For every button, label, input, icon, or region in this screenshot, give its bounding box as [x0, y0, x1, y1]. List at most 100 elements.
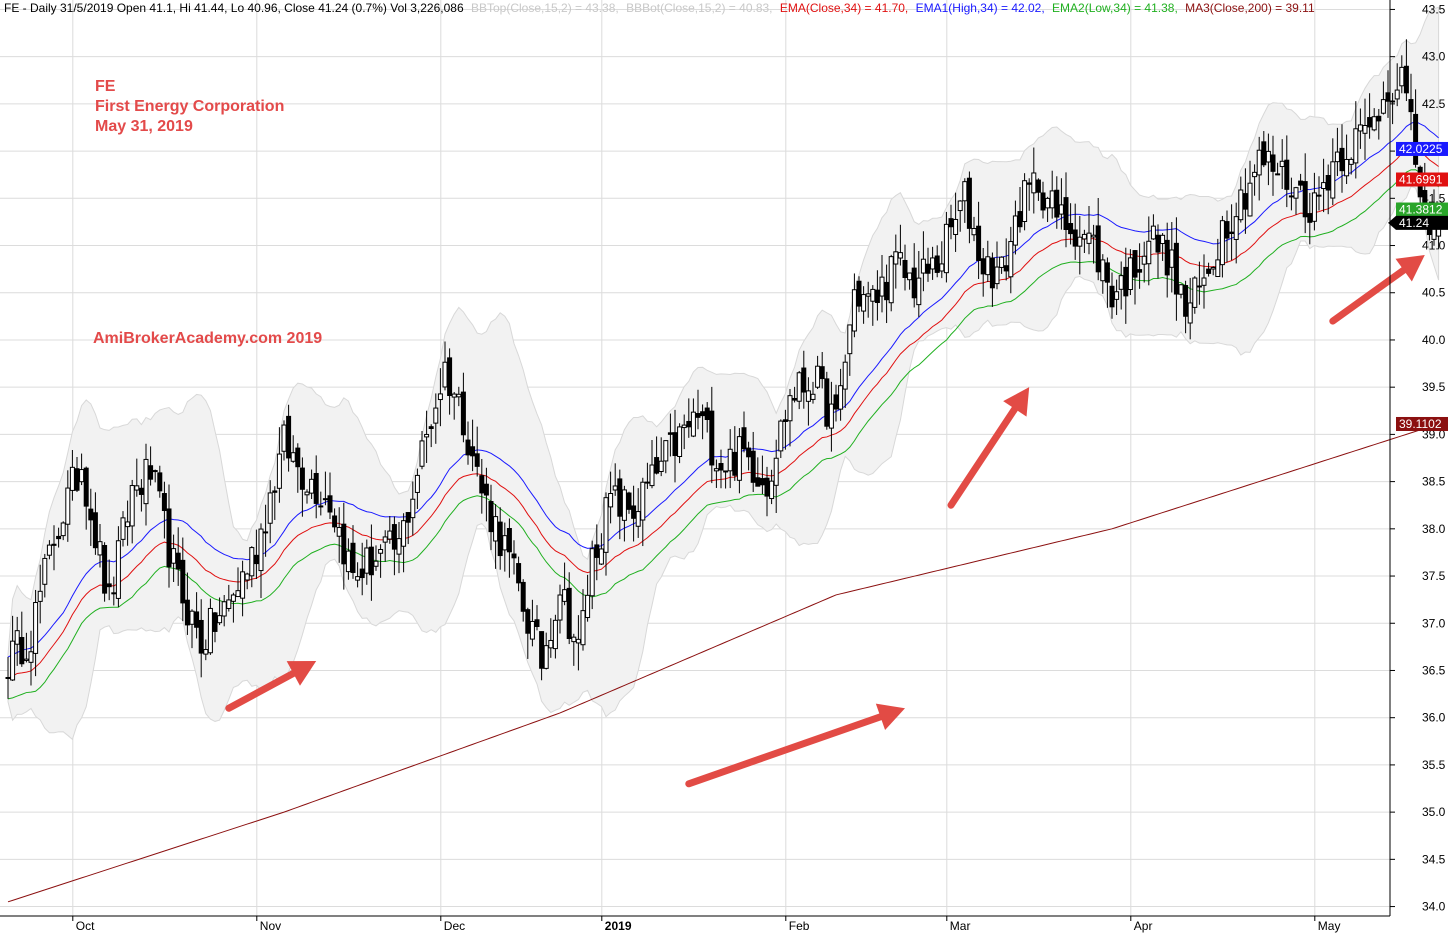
- candle-body: [1348, 158, 1354, 165]
- candle-body: [240, 571, 246, 599]
- candle-body: [580, 610, 586, 646]
- candle-body: [327, 495, 333, 513]
- candle-body: [1413, 113, 1419, 165]
- candle-body: [948, 218, 954, 228]
- candle-body: [1187, 302, 1193, 324]
- y-tick-label: 37.0: [1422, 616, 1446, 630]
- candle-body: [1192, 277, 1198, 308]
- candle-body: [1178, 284, 1184, 295]
- candle-body: [51, 543, 57, 546]
- candle-body: [759, 478, 765, 486]
- candle-body: [502, 535, 508, 551]
- candle-body: [83, 467, 89, 507]
- candle-body: [713, 468, 719, 472]
- candle-body: [842, 361, 848, 390]
- arrow-shaft: [225, 669, 297, 712]
- candle-body: [1316, 194, 1322, 197]
- candle-body: [1045, 197, 1051, 209]
- candle-body: [180, 559, 186, 604]
- candle-body: [479, 475, 485, 494]
- candle-body: [46, 544, 52, 556]
- y-tick-label: 36.0: [1422, 711, 1446, 725]
- arrow-head: [1395, 254, 1425, 282]
- candle-body: [999, 256, 1005, 268]
- candle-body: [589, 548, 595, 597]
- candle-body: [1169, 249, 1175, 268]
- candle-body: [1252, 171, 1258, 178]
- candle-body: [10, 640, 16, 681]
- candle-body: [920, 258, 926, 274]
- candle-body: [1233, 216, 1239, 240]
- header-ticker: FE - Daily 31/5/2019 Open 41.1, Hi 41.44…: [4, 1, 464, 15]
- candle-body: [1114, 291, 1120, 300]
- ma200-line: [7, 423, 1439, 903]
- candle-body: [686, 420, 692, 428]
- candle-body: [1095, 225, 1101, 273]
- candle-body: [888, 256, 894, 304]
- candle-body: [134, 485, 140, 491]
- candle-body: [447, 357, 453, 397]
- candle-body: [1302, 181, 1308, 218]
- candle-body: [221, 601, 227, 617]
- candle-body: [1160, 234, 1166, 245]
- candle-body: [474, 453, 480, 467]
- candle-body: [1026, 182, 1032, 185]
- candle-body: [1270, 154, 1276, 172]
- candle-body: [1321, 182, 1327, 190]
- candle-body: [1077, 236, 1083, 247]
- y-tick-label: 41.0: [1422, 239, 1446, 253]
- candle-body: [1132, 250, 1138, 278]
- candle-body: [1334, 151, 1340, 163]
- y-tick-label: 40.5: [1422, 286, 1446, 300]
- candle-body: [138, 487, 144, 495]
- candle-body: [962, 181, 968, 202]
- candle-body: [654, 457, 660, 474]
- candle-body: [810, 393, 816, 400]
- ema-high-line: [7, 120, 1439, 658]
- candle-body: [1183, 285, 1189, 317]
- candle-body: [1385, 92, 1391, 102]
- candle-body: [557, 594, 563, 621]
- x-tick-label: Apr: [1134, 919, 1153, 933]
- candle-body: [778, 420, 784, 452]
- candle-body: [1247, 182, 1253, 217]
- price-tag: [1396, 416, 1448, 431]
- candle-body: [194, 611, 200, 628]
- candle-body: [115, 540, 121, 599]
- candle-body: [424, 433, 430, 438]
- candle-body: [1298, 180, 1304, 186]
- candle-body: [5, 677, 11, 680]
- candle-body: [718, 463, 724, 471]
- ema-low-line: [7, 169, 1439, 700]
- x-axis: Oct Nov Dec 2019 Feb Mar Apr May: [72, 916, 1340, 933]
- candle-body: [1003, 265, 1009, 272]
- y-tick-label: 37.5: [1422, 569, 1446, 583]
- price-tag-label: 39.1102: [1399, 417, 1442, 431]
- candle-body: [1339, 147, 1345, 172]
- candle-body: [203, 649, 209, 655]
- candle-body: [626, 492, 632, 510]
- candle-body: [442, 361, 448, 388]
- candle-body: [60, 522, 66, 537]
- candle-body: [1035, 179, 1041, 193]
- candle-body: [1104, 262, 1110, 283]
- candle-body: [1242, 193, 1248, 210]
- candle-body: [460, 391, 466, 436]
- x-tick-label: 2019: [605, 919, 632, 933]
- candle-body: [258, 528, 264, 572]
- candle-body: [1058, 204, 1064, 215]
- x-tick-label: Oct: [76, 919, 95, 933]
- candle-body: [838, 385, 844, 410]
- candle-body: [1017, 211, 1023, 228]
- candle-body: [516, 563, 522, 584]
- candle-body: [828, 403, 834, 429]
- candle-body: [253, 554, 259, 565]
- candle-body: [621, 489, 627, 521]
- candle-body: [244, 573, 250, 581]
- candle-body: [1275, 173, 1281, 176]
- candle-body: [543, 645, 549, 669]
- candle-body: [263, 531, 269, 534]
- candle-body: [414, 474, 420, 493]
- candle-body: [1109, 285, 1115, 308]
